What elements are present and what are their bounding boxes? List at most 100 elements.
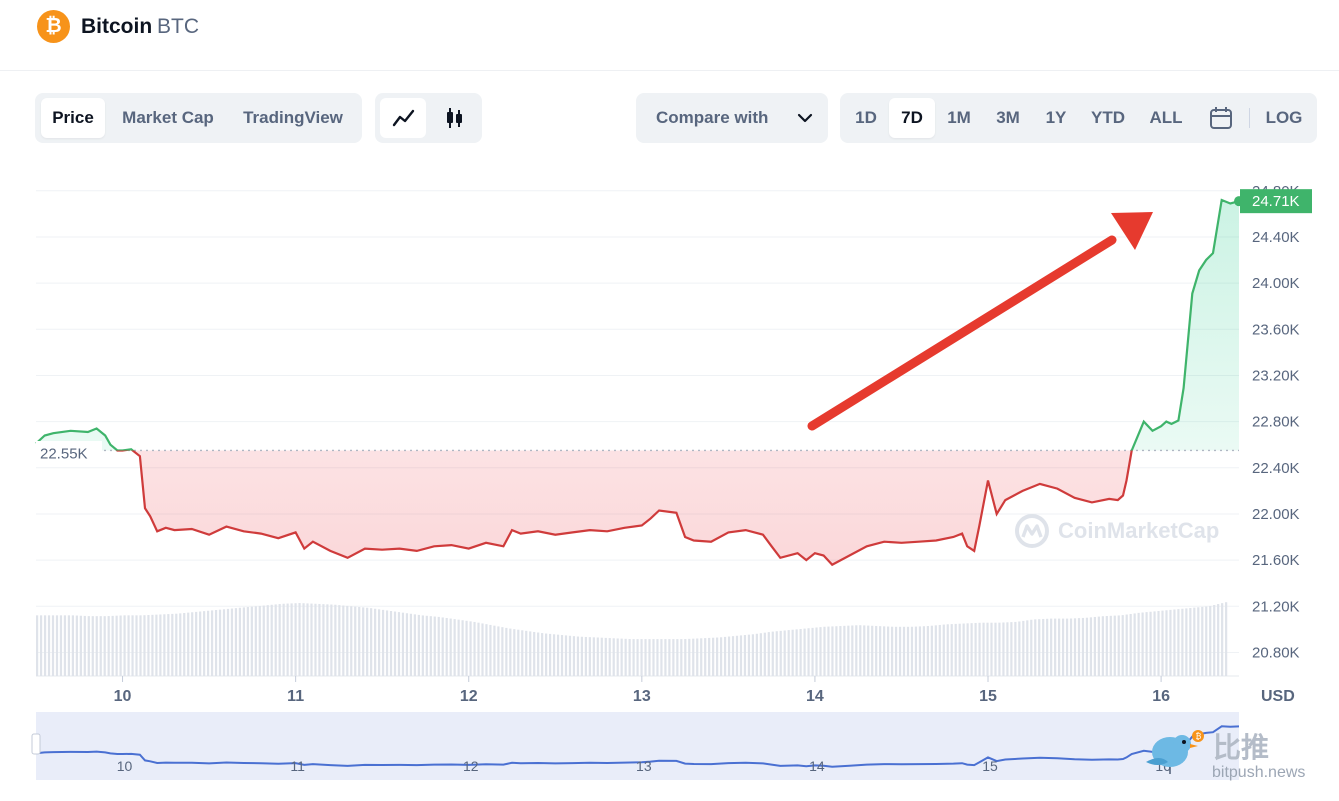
volume-bar [405,613,409,676]
volume-bar [747,634,751,676]
navigator-handle-left[interactable] [31,733,41,755]
volume-bar [640,639,643,676]
range-1y[interactable]: 1Y [1045,108,1067,127]
volume-bar [926,626,929,676]
navigator-tick-label: 11 [290,758,305,774]
volume-bar [719,637,723,676]
volume-bar [934,625,937,676]
volume-bar [855,625,858,676]
volume-bar [222,609,226,676]
volume-bars [36,602,1228,676]
volume-bar [163,614,166,676]
volume-bar [377,609,381,676]
range-navigator[interactable] [36,712,1239,780]
volume-bar [123,615,126,676]
volume-bar [330,604,333,676]
volume-bar [887,626,890,676]
volume-bar [552,634,556,676]
volume-bar [127,615,130,676]
volume-bar [1153,611,1156,676]
compare-dropdown[interactable]: Compare with [636,93,828,143]
volume-bar [43,615,47,676]
y-tick-label: 23.20K [1252,367,1300,384]
tab-tradingview[interactable]: TradingView [243,108,343,127]
volume-bar [1201,606,1204,676]
volume-bar [250,606,253,676]
volume-bar [517,629,520,676]
range-1d[interactable]: 1D [855,108,877,127]
range-1m[interactable]: 1M [947,108,971,127]
volume-bar [199,611,202,676]
volume-bar [115,615,118,676]
candlestick-icon[interactable] [431,98,477,138]
navigator-tick-label: 13 [636,758,652,774]
volume-bar [779,630,782,676]
volume-bar [775,631,778,676]
volume-bar [974,622,977,676]
line-chart-icon[interactable] [380,98,426,138]
volume-bar [234,608,238,676]
volume-bar [342,605,345,676]
calendar-icon[interactable] [1198,98,1244,138]
volume-bar [203,611,206,676]
coinmarketcap-watermark: CoinMarketCap [1012,511,1219,551]
volume-bar [894,626,898,676]
volume-bar [374,608,377,676]
log-toggle[interactable]: LOG [1265,108,1303,127]
volume-bar [465,620,468,676]
volume-bar [155,614,158,676]
volume-bar [1169,609,1172,676]
volume-bar [473,621,476,676]
volume-bar [902,626,906,676]
volume-bar [787,630,790,676]
volume-bar [1205,606,1208,676]
x-tick-label: 12 [460,688,478,705]
volume-bar [1014,621,1017,676]
volume-bar [131,615,134,676]
range-7d[interactable]: 7D [889,98,935,138]
volume-bar [815,627,818,676]
volume-bar [767,632,770,676]
volume-bar [898,626,902,676]
bitcoin-logo-icon: ₿ [37,10,70,43]
volume-bar [421,615,424,676]
volume-bar [286,603,289,676]
volume-bar [966,623,969,676]
volume-bar [1133,613,1136,676]
range-ytd[interactable]: YTD [1091,108,1125,127]
volume-bar [906,626,910,676]
volume-bar [1161,610,1164,676]
volume-bar [918,626,922,676]
volume-bar [978,622,981,676]
volume-bar [266,605,269,676]
tab-market-cap[interactable]: Market Cap [122,108,214,127]
y-tick-label: 22.00K [1252,506,1300,523]
tab-price[interactable]: Price [41,98,105,138]
volume-bar [875,625,878,676]
volume-bar [135,615,138,676]
range-3m[interactable]: 3M [996,108,1020,127]
volume-bar [1077,618,1081,676]
volume-bar [1173,609,1176,676]
volume-bar [600,637,603,676]
volume-bar [63,615,67,676]
volume-bar [274,604,277,676]
below-reference-area [36,450,1239,565]
volume-bar [389,610,393,676]
svg-text:₿: ₿ [1196,732,1202,741]
volume-bar [1149,611,1152,676]
range-all[interactable]: ALL [1149,108,1183,127]
volume-bar [839,626,842,676]
currency-label: USD [1261,688,1295,705]
volume-bar [1105,615,1108,676]
volume-bar [584,636,587,676]
volume-bar [970,623,973,676]
volume-bar [604,637,607,676]
volume-bar [696,638,699,676]
volume-bar [326,604,329,676]
volume-bar [417,614,420,676]
volume-bar [576,636,580,676]
volume-bar [334,604,337,676]
navigator-tick-label: 15 [982,758,998,774]
